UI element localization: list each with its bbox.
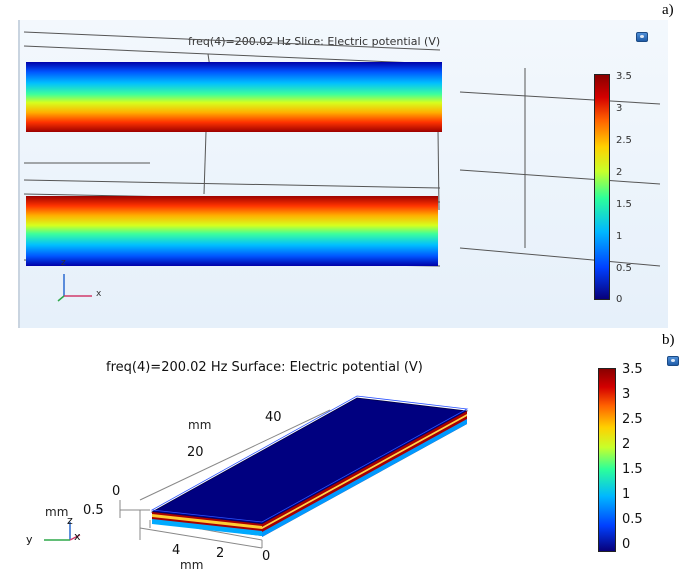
plot-title: freq(4)=200.02 Hz Slice: Electric potent… bbox=[188, 35, 441, 48]
colorbar-tick: 0 bbox=[622, 537, 631, 552]
lower-piezo-layer-slice bbox=[26, 196, 438, 266]
camera-icon[interactable] bbox=[636, 32, 648, 42]
width-axis-tick: 2 bbox=[216, 546, 225, 561]
colorbar bbox=[594, 74, 610, 300]
plot-title: freq(4)=200.02 Hz Surface: Electric pote… bbox=[106, 360, 423, 375]
colorbar-tick: 0 bbox=[616, 294, 623, 305]
colorbar-tick: 3.5 bbox=[622, 362, 643, 377]
thickness-axis-tick: 0.5 bbox=[83, 503, 104, 518]
colorbar-tick: 2.5 bbox=[616, 135, 632, 146]
length-axis-unit: mm bbox=[188, 418, 212, 432]
y-axis-label: y bbox=[26, 533, 33, 546]
colorbar-tick: 3 bbox=[622, 387, 631, 402]
z-axis-label: z bbox=[61, 258, 66, 268]
x-axis-label: x bbox=[74, 530, 81, 543]
length-axis-tick: 0 bbox=[112, 484, 121, 499]
panel-b-label: b) bbox=[662, 332, 675, 348]
colorbar-tick: 2 bbox=[616, 167, 623, 178]
colorbar-tick: 3.5 bbox=[616, 71, 632, 82]
colorbar-tick: 1 bbox=[616, 231, 623, 242]
orientation-triad bbox=[57, 274, 92, 302]
colorbar-tick: 2 bbox=[622, 437, 631, 452]
colorbar-tick: 0.5 bbox=[622, 512, 643, 527]
panel-a-label: a) bbox=[662, 2, 674, 18]
colorbar-tick: 1.5 bbox=[616, 199, 632, 210]
length-axis-tick: 40 bbox=[265, 410, 282, 425]
thickness-axis-unit: mm bbox=[45, 505, 69, 519]
colorbar-tick: 0.5 bbox=[616, 263, 632, 274]
z-axis-label: z bbox=[67, 514, 73, 527]
colorbar bbox=[598, 368, 616, 552]
camera-icon[interactable] bbox=[667, 356, 679, 366]
slice-plot-panel[interactable]: freq(4)=200.02 Hz Slice: Electric potent… bbox=[18, 20, 668, 328]
width-axis-unit: mm bbox=[180, 558, 204, 572]
colorbar-tick: 1.5 bbox=[622, 462, 643, 477]
width-axis-tick: 4 bbox=[172, 543, 181, 558]
length-axis-tick: 20 bbox=[187, 445, 204, 460]
upper-piezo-layer-slice bbox=[26, 62, 442, 132]
colorbar-tick: 3 bbox=[616, 103, 623, 114]
colorbar-tick: 1 bbox=[622, 487, 631, 502]
colorbar-tick: 2.5 bbox=[622, 412, 643, 427]
width-axis-tick: 0 bbox=[262, 549, 271, 564]
x-axis-label: x bbox=[96, 289, 102, 299]
